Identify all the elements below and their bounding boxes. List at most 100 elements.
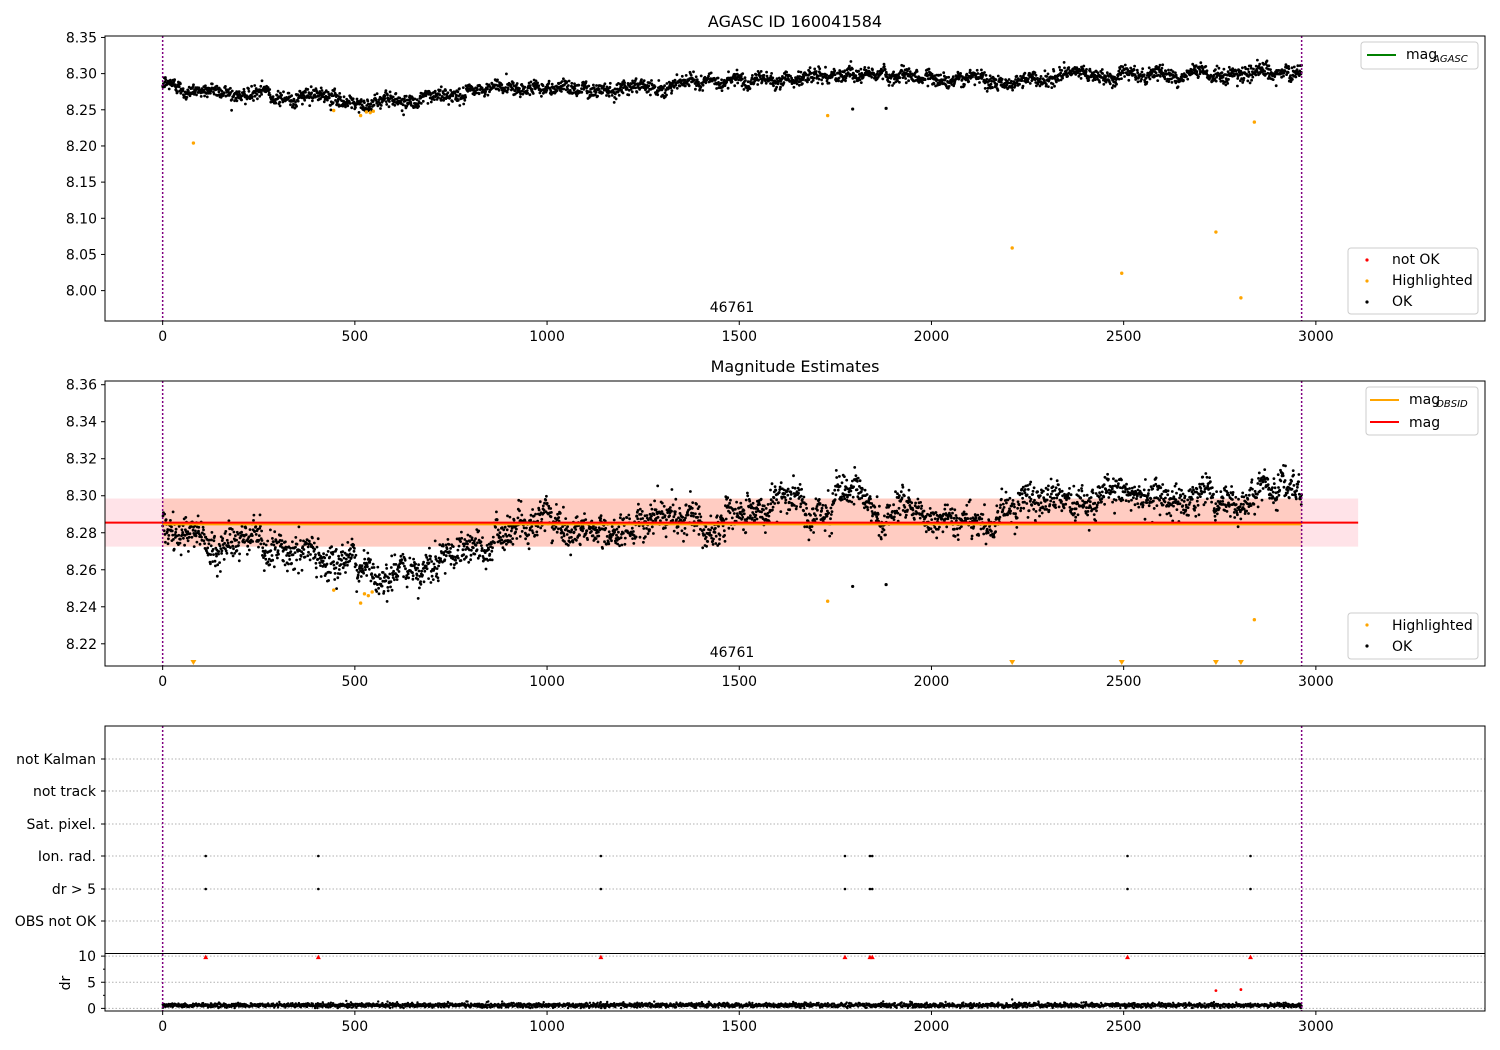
ok-point <box>235 538 239 542</box>
ok-point <box>589 91 593 94</box>
ok-point <box>530 88 534 91</box>
ok-point <box>1000 77 1004 81</box>
ok-point <box>748 87 752 90</box>
ok-point <box>730 80 734 84</box>
ok-point <box>750 76 754 80</box>
ok-point <box>369 558 372 562</box>
ok-point <box>175 90 179 94</box>
ok-point <box>653 85 657 88</box>
ok-point <box>442 98 446 102</box>
ok-point <box>515 537 519 540</box>
ok-point <box>652 513 656 517</box>
ok-point <box>458 92 462 96</box>
ok-point <box>272 565 276 569</box>
ok-point <box>724 517 728 521</box>
ok-point <box>1021 84 1025 88</box>
ok-point <box>203 542 207 545</box>
ok-point <box>243 92 247 96</box>
ok-point <box>429 581 433 584</box>
ok-point <box>545 494 548 498</box>
ok-point <box>538 91 542 95</box>
ok-point <box>848 493 852 497</box>
ok-point <box>833 488 837 492</box>
ok-point <box>744 498 748 502</box>
ok-point <box>169 519 172 522</box>
ok-point <box>1133 64 1136 68</box>
ok-point <box>1140 77 1143 81</box>
ok-point <box>741 515 745 519</box>
ok-point <box>459 559 463 562</box>
ok-point <box>575 515 579 518</box>
ok-point <box>650 525 654 529</box>
ok-point <box>719 81 723 85</box>
ok-point <box>269 549 273 552</box>
ok-point <box>210 531 214 534</box>
ok-point <box>352 543 355 547</box>
ok-point <box>276 556 279 560</box>
ok-point <box>582 87 586 91</box>
ok-point <box>299 539 302 542</box>
ok-point <box>888 80 892 84</box>
ok-point <box>255 93 259 96</box>
ok-point <box>767 514 771 518</box>
ok-point <box>716 76 720 80</box>
ok-point <box>669 81 672 85</box>
legend-marker-highlighted <box>1365 279 1369 283</box>
ok-point <box>603 540 606 544</box>
ok-point <box>680 529 684 533</box>
ok-point <box>356 573 360 577</box>
ok-point <box>503 525 507 529</box>
ok-point <box>300 568 304 572</box>
ok-point <box>402 113 405 117</box>
ok-point <box>691 501 695 504</box>
ok-point <box>314 553 317 556</box>
ok-point <box>1084 70 1088 74</box>
ok-point <box>322 92 326 96</box>
ok-point <box>252 99 255 102</box>
ok-point <box>428 557 432 561</box>
ok-point <box>619 536 623 540</box>
ok-point <box>557 516 561 519</box>
ok-point <box>1269 68 1272 71</box>
ok-point <box>469 558 472 562</box>
ok-point <box>264 557 268 561</box>
ok-point <box>670 509 673 513</box>
ok-point <box>630 90 634 94</box>
ok-point <box>668 514 671 518</box>
ok-point <box>794 507 798 511</box>
ok-point <box>574 528 578 531</box>
ok-point <box>369 102 373 106</box>
ok-point <box>268 93 272 97</box>
ok-point <box>1058 65 1061 69</box>
ok-point <box>521 92 525 96</box>
ok-point <box>250 534 254 537</box>
ok-point <box>164 518 168 521</box>
ok-point <box>390 554 394 558</box>
ok-point <box>237 541 241 544</box>
ok-point <box>329 571 332 574</box>
ok-point <box>484 90 487 94</box>
ok-point <box>849 489 853 493</box>
ok-point <box>438 93 442 97</box>
ok-point <box>674 510 677 514</box>
ok-point <box>394 92 398 95</box>
ok-point <box>907 67 911 71</box>
ok-point <box>836 488 840 492</box>
ok-point <box>297 571 300 575</box>
ok-point <box>536 525 540 528</box>
ok-point <box>640 78 643 82</box>
ok-point <box>510 529 513 533</box>
ok-point <box>988 74 992 78</box>
ok-point <box>1292 65 1296 69</box>
ok-point <box>739 501 743 505</box>
ok-point <box>1226 82 1230 85</box>
ok-point <box>257 534 261 537</box>
ok-point <box>718 533 722 537</box>
ok-point <box>607 92 610 95</box>
ok-point <box>705 544 708 548</box>
ok-point <box>187 535 191 539</box>
ok-point <box>1186 77 1190 81</box>
ok-point <box>364 568 367 571</box>
ok-point <box>205 95 209 99</box>
ok-point <box>697 505 701 508</box>
